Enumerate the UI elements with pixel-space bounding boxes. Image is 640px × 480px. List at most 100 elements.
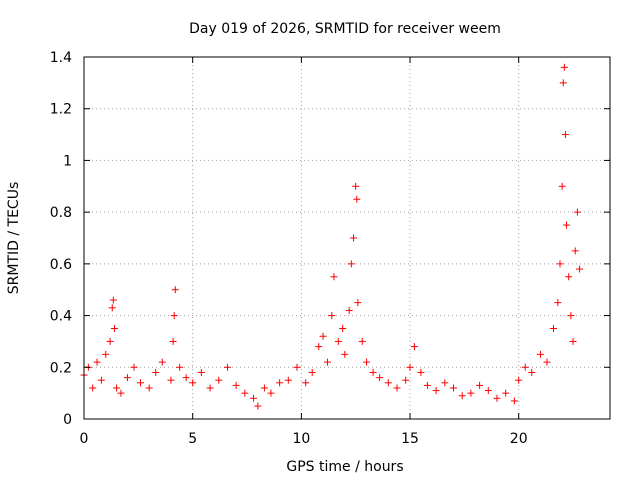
data-point [97, 376, 105, 384]
data-point [402, 376, 410, 384]
data-point [406, 363, 414, 371]
data-point [145, 384, 153, 392]
data-point [354, 299, 362, 307]
y-tick-label: 0.2 [50, 360, 72, 376]
data-point [493, 394, 501, 402]
data-point [117, 389, 125, 397]
data-point [441, 379, 449, 387]
x-tick-label: 5 [188, 431, 197, 447]
data-point [241, 389, 249, 397]
data-point [284, 376, 292, 384]
x-tick-label: 0 [80, 431, 89, 447]
data-point [569, 337, 577, 345]
data-point [515, 376, 523, 384]
data-point [137, 379, 145, 387]
data-point [554, 299, 562, 307]
data-point [345, 306, 353, 314]
data-points [80, 63, 584, 410]
data-point [450, 384, 458, 392]
data-point [353, 195, 361, 203]
data-point [476, 381, 484, 389]
data-point [250, 394, 258, 402]
axis-ticks: 0 5 10 15 20 0 0.2 0.4 0.6 0.8 1 1.2 1.4 [50, 50, 610, 447]
data-point [89, 384, 97, 392]
y-tick-label: 0 [63, 412, 72, 428]
data-point [276, 379, 284, 387]
data-point [158, 358, 166, 366]
data-point [302, 379, 310, 387]
data-point [432, 387, 440, 395]
data-point [571, 247, 579, 255]
data-point [384, 379, 392, 387]
plot-frame [83, 56, 611, 420]
data-point [576, 265, 584, 273]
data-point [323, 358, 331, 366]
data-point [308, 368, 316, 376]
data-point [319, 332, 327, 340]
data-point [341, 350, 349, 358]
data-point [254, 402, 262, 410]
data-point [339, 325, 347, 332]
data-point [109, 296, 117, 304]
data-point [352, 182, 360, 190]
y-tick-label: 1.4 [50, 50, 72, 66]
data-point [152, 368, 160, 376]
data-point [350, 234, 358, 242]
data-point [169, 337, 177, 345]
data-point [467, 389, 475, 397]
data-point [232, 381, 240, 389]
x-tick-label: 20 [510, 431, 528, 447]
data-point [197, 368, 205, 376]
data-point [543, 358, 551, 366]
data-point [563, 221, 571, 229]
data-point [358, 337, 366, 345]
data-point [189, 379, 197, 387]
y-tick-label: 1.2 [50, 102, 72, 118]
data-point [108, 304, 116, 312]
data-point [176, 363, 184, 371]
data-point [130, 363, 138, 371]
data-point [556, 260, 564, 268]
data-point [565, 273, 573, 281]
data-point [315, 343, 323, 351]
data-point [502, 389, 510, 397]
data-point [423, 381, 431, 389]
y-tick-label: 0.8 [50, 205, 72, 221]
data-point [215, 376, 223, 384]
data-point [410, 343, 418, 351]
data-point [260, 384, 268, 392]
data-point [206, 384, 214, 392]
data-point [328, 312, 336, 320]
data-point [171, 286, 179, 294]
chart-title: Day 019 of 2026, SRMTID for receiver wee… [189, 21, 501, 37]
grid-lines [84, 57, 610, 419]
data-point [123, 374, 131, 382]
y-axis-label: SRMTID / TECUs [6, 182, 22, 295]
data-point [113, 384, 121, 392]
data-point [102, 350, 110, 358]
data-point [567, 312, 575, 320]
x-tick-label: 10 [292, 431, 310, 447]
data-point [536, 350, 544, 358]
data-point [528, 368, 536, 376]
data-point [510, 397, 518, 405]
data-point [559, 79, 567, 87]
data-point [561, 131, 569, 139]
data-point [182, 374, 190, 382]
data-point [167, 376, 175, 384]
data-point [93, 358, 101, 366]
data-point [573, 208, 581, 216]
y-tick-label: 0.6 [50, 257, 72, 273]
data-point [363, 358, 371, 366]
data-point [417, 368, 425, 376]
data-point [458, 392, 466, 400]
x-tick-label: 15 [401, 431, 419, 447]
x-axis-label: GPS time / hours [286, 459, 403, 475]
data-point [334, 337, 342, 345]
data-point [106, 337, 114, 345]
data-point [393, 384, 401, 392]
data-point [558, 182, 566, 190]
data-point [376, 374, 384, 382]
